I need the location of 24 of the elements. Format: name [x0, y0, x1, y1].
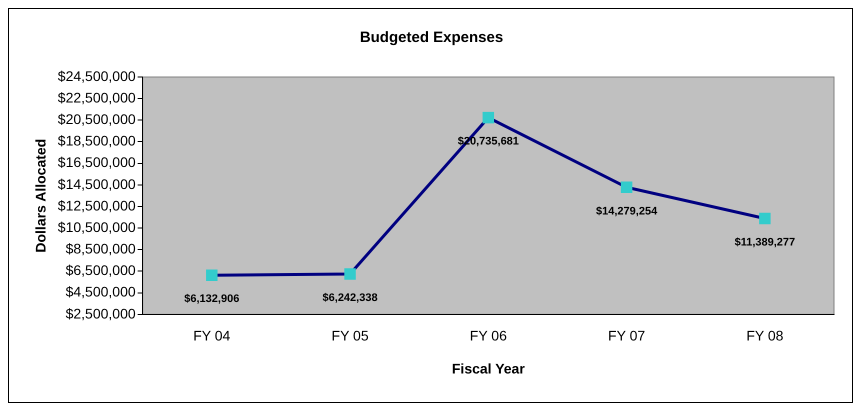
x-tick-label: FY 04: [193, 328, 231, 344]
y-tick-label: $14,500,000: [58, 176, 136, 192]
x-tick-label: FY 07: [608, 328, 646, 344]
y-tick-label: $4,500,000: [66, 284, 136, 300]
y-axis-title: Dollars Allocated: [32, 138, 48, 253]
chart-title: Budgeted Expenses: [360, 29, 504, 46]
y-tick-label: $22,500,000: [58, 89, 136, 106]
y-tick-label: $18,500,000: [58, 132, 136, 149]
y-tick-label: $20,500,000: [58, 111, 136, 128]
y-tick-label: $2,500,000: [66, 305, 136, 322]
x-axis-title: Fiscal Year: [452, 360, 526, 376]
data-label: $6,132,906: [184, 293, 240, 306]
y-tick-label: $16,500,000: [58, 154, 136, 170]
y-tick-label: $24,500,000: [58, 68, 136, 84]
y-tick-label: $8,500,000: [66, 240, 136, 257]
y-tick-label: $12,500,000: [58, 197, 136, 214]
data-label: $6,242,338: [322, 292, 378, 304]
x-tick-label: FY 08: [746, 328, 784, 344]
y-tick-label: $10,500,000: [58, 218, 136, 235]
data-label: $11,389,277: [734, 236, 796, 249]
x-tick-label: FY 05: [332, 328, 369, 344]
x-tick-label: FY 06: [470, 328, 508, 344]
data-label: $14,279,254: [596, 205, 658, 218]
y-tick-label: $6,500,000: [66, 262, 136, 278]
